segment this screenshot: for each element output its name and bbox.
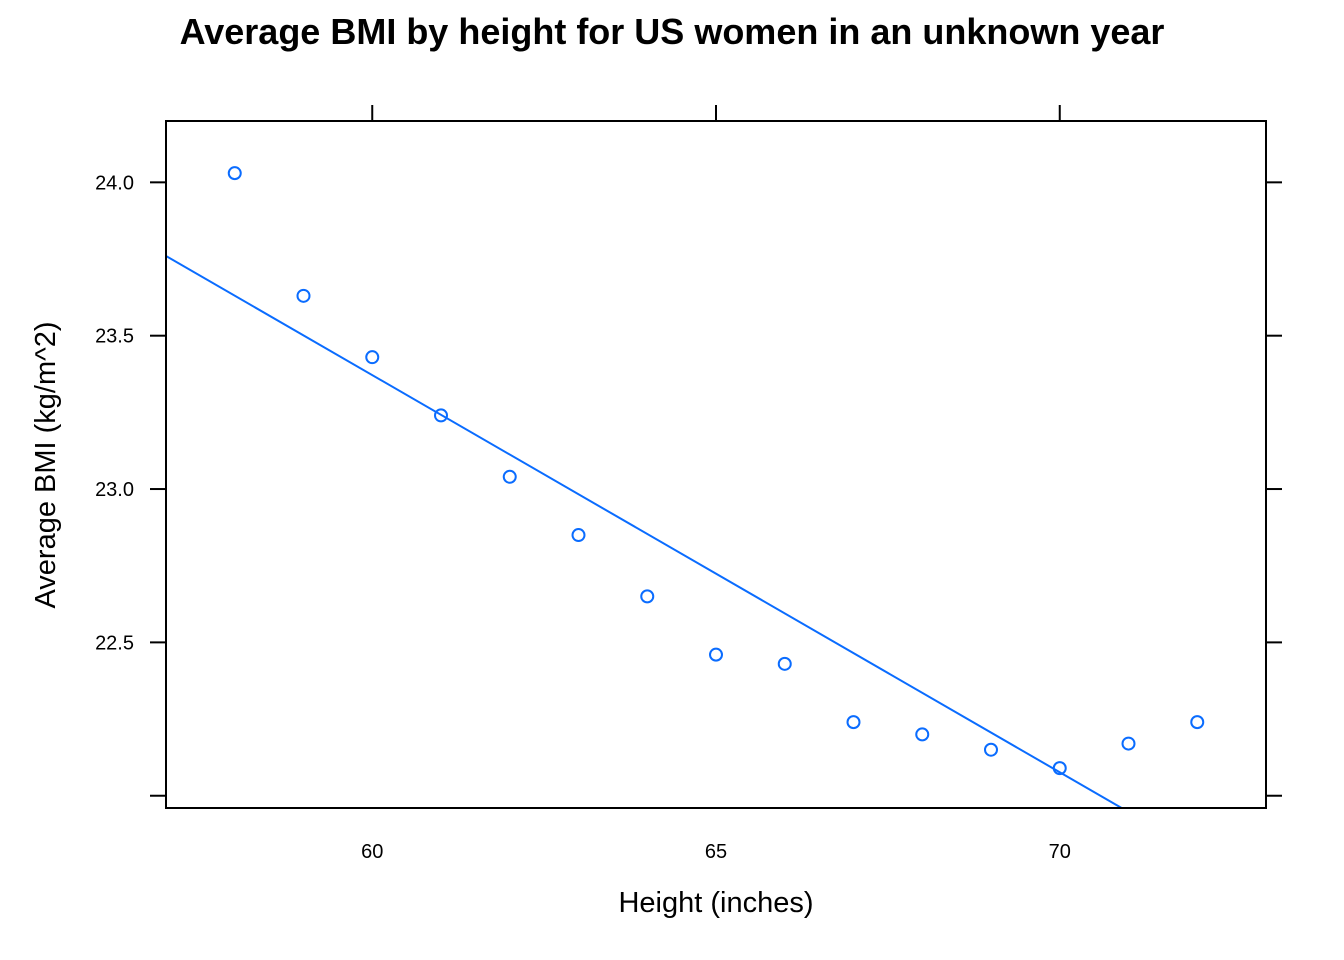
- data-point: [846, 715, 861, 730]
- data-points: [227, 166, 1205, 776]
- data-point: [640, 589, 655, 604]
- tick-labels: 60 65 70 22.5 23.0 23.5 24.0: [95, 172, 1071, 863]
- fit-line-layer: [166, 255, 1123, 808]
- y-tick-label: 23.5: [95, 326, 134, 348]
- data-point: [502, 469, 517, 484]
- axis-ticks: [150, 105, 1282, 797]
- data-point: [296, 288, 311, 303]
- y-tick-label: 22.5: [95, 632, 134, 654]
- data-point: [434, 408, 448, 423]
- data-point: [227, 166, 242, 181]
- y-tick-label: 24.0: [95, 172, 134, 194]
- data-point: [571, 528, 586, 543]
- data-point: [365, 350, 380, 365]
- data-point: [1190, 715, 1205, 730]
- plot-frame: [165, 120, 1267, 809]
- plot-area: [166, 166, 1205, 808]
- data-point: [777, 656, 792, 671]
- chart-title: Average BMI by height for US women in an…: [180, 11, 1165, 52]
- data-point: [1121, 736, 1136, 751]
- y-axis-title: Average BMI (kg/m^2): [30, 321, 62, 608]
- x-tick-label: 70: [1049, 841, 1071, 863]
- data-point: [1052, 761, 1067, 776]
- x-axis-title: Height (inches): [618, 887, 813, 919]
- x-tick-label: 60: [361, 841, 383, 863]
- y-tick-label: 23.0: [95, 479, 134, 501]
- data-point: [915, 727, 930, 742]
- data-point: [709, 647, 723, 662]
- x-tick-label: 65: [705, 841, 727, 863]
- regression-line: [166, 255, 1123, 808]
- data-point: [984, 742, 998, 757]
